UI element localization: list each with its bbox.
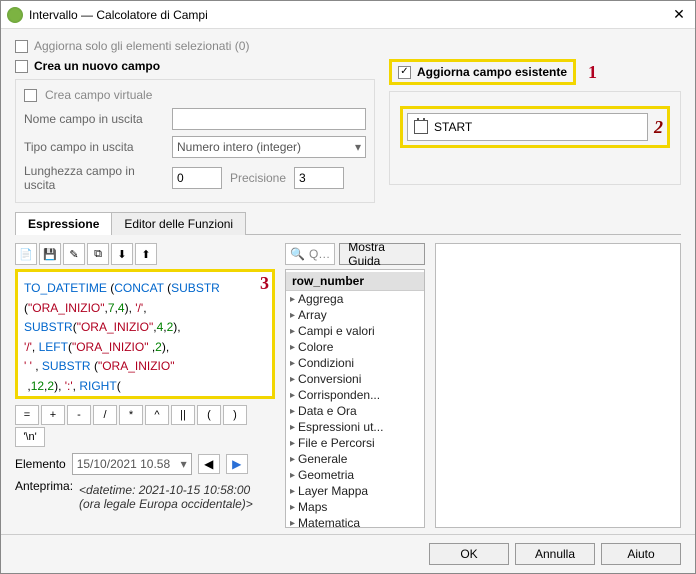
tree-item[interactable]: ▸Campi e valori — [286, 323, 424, 339]
out-len-input[interactable] — [172, 167, 222, 189]
titlebar: Intervallo — Calcolatore di Campi ✕ — [1, 1, 695, 29]
update-existing-highlight: ✓ Aggiorna campo esistente — [389, 59, 576, 85]
element-label: Elemento — [15, 457, 66, 471]
tool-export-icon[interactable]: ⬆ — [135, 243, 157, 265]
expression-textarea[interactable]: TO_DATETIME (CONCAT (SUBSTR ("ORA_INIZIO… — [15, 269, 275, 399]
out-type-combo[interactable]: Numero intero (integer) ▾ — [172, 136, 366, 158]
prev-button[interactable]: ◀ — [198, 454, 220, 474]
function-tree-panel: 🔍 Q… Mostra Guida row_number ▸Aggrega▸Ar… — [285, 243, 425, 528]
function-tree[interactable]: row_number ▸Aggrega▸Array▸Campi e valori… — [285, 269, 425, 528]
tabs: Espressione Editor delle Funzioni — [15, 211, 681, 235]
op-mul[interactable]: * — [119, 405, 143, 425]
tree-item[interactable]: ▸Condizioni — [286, 355, 424, 371]
annotation-1: 1 — [588, 62, 597, 83]
virtual-checkbox — [24, 89, 37, 102]
window-title: Intervallo — Calcolatore di Campi — [29, 8, 669, 22]
expression-toolbar: 📄 💾 ✎ ⧉ ⬇ ⬆ — [15, 243, 275, 265]
calendar-icon — [414, 120, 428, 134]
cancel-button[interactable]: Annulla — [515, 543, 595, 565]
create-new-label: Crea un nuovo campo — [34, 59, 160, 73]
virtual-label: Crea campo virtuale — [45, 88, 152, 102]
tool-copy-icon[interactable]: ⧉ — [87, 243, 109, 265]
op-eq[interactable]: = — [15, 405, 39, 425]
op-concat[interactable]: || — [171, 405, 195, 425]
tree-item[interactable]: ▸Conversioni — [286, 371, 424, 387]
start-field-label: START — [434, 120, 472, 134]
content: Aggiorna solo gli elementi selezionati (… — [1, 29, 695, 534]
tool-save-icon[interactable]: 💾 — [39, 243, 61, 265]
op-pow[interactable]: ^ — [145, 405, 169, 425]
out-type-value: Numero intero (integer) — [177, 140, 301, 154]
update-selected-label: Aggiorna solo gli elementi selezionati (… — [34, 39, 249, 53]
element-combo[interactable]: 15/10/2021 10.58 ▾ — [72, 453, 192, 475]
footer: OK Annulla Aiuto — [1, 534, 695, 573]
expression-panel: 📄 💾 ✎ ⧉ ⬇ ⬆ TO_DATETIME (CONCAT (SUBSTR … — [15, 243, 275, 528]
tree-item[interactable]: ▸Aggrega — [286, 291, 424, 307]
start-field-combo[interactable]: START — [407, 113, 648, 141]
tree-item[interactable]: ▸Array — [286, 307, 424, 323]
annotation-3: 3 — [260, 273, 269, 294]
op-lparen[interactable]: ( — [197, 405, 221, 425]
preview-label: Anteprima: — [15, 479, 73, 493]
tab-function-editor[interactable]: Editor delle Funzioni — [111, 212, 246, 235]
tree-item[interactable]: ▸Colore — [286, 339, 424, 355]
out-len-label: Lunghezza campo in uscita — [24, 164, 164, 192]
out-type-label: Tipo campo in uscita — [24, 140, 164, 154]
preview-text: <datetime: 2021-10-15 10:58:00 (ora lega… — [79, 483, 253, 511]
tree-item[interactable]: ▸Geometria — [286, 467, 424, 483]
update-existing-label: Aggiorna campo esistente — [417, 65, 567, 79]
op-plus[interactable]: + — [41, 405, 65, 425]
top-section: Crea un nuovo campo Crea campo virtuale … — [15, 59, 681, 203]
element-value: 15/10/2021 10.58 — [77, 457, 170, 471]
show-help-button[interactable]: Mostra Guida — [339, 243, 425, 265]
op-minus[interactable]: - — [67, 405, 91, 425]
search-input[interactable]: 🔍 Q… — [285, 243, 335, 265]
create-new-checkbox[interactable] — [15, 60, 28, 73]
chevron-down-icon: ▾ — [181, 457, 187, 471]
help-panel — [435, 243, 681, 528]
update-existing-checkbox[interactable]: ✓ — [398, 66, 411, 79]
update-selected-checkbox — [15, 40, 28, 53]
op-newline[interactable]: '\n' — [15, 427, 45, 447]
editor-area: 📄 💾 ✎ ⧉ ⬇ ⬆ TO_DATETIME (CONCAT (SUBSTR … — [15, 243, 681, 528]
annotation-2: 2 — [654, 117, 663, 138]
help-button[interactable]: Aiuto — [601, 543, 681, 565]
tree-item[interactable]: ▸Matematica — [286, 515, 424, 528]
update-selected-row: Aggiorna solo gli elementi selezionati (… — [15, 39, 681, 53]
next-button[interactable]: ▶ — [226, 454, 248, 474]
chevron-down-icon: ▾ — [355, 140, 361, 154]
precision-label: Precisione — [230, 171, 286, 185]
tree-item[interactable]: ▸Layer Mappa — [286, 483, 424, 499]
op-div[interactable]: / — [93, 405, 117, 425]
ok-button[interactable]: OK — [429, 543, 509, 565]
dialog-window: Intervallo — Calcolatore di Campi ✕ Aggi… — [0, 0, 696, 574]
app-icon — [7, 7, 23, 23]
operator-row: = + - / * ^ || ( ) '\n' — [15, 405, 275, 447]
out-name-input[interactable] — [172, 108, 366, 130]
tab-expression[interactable]: Espressione — [15, 212, 112, 235]
out-name-label: Nome campo in uscita — [24, 112, 164, 126]
precision-input[interactable] — [294, 167, 344, 189]
op-rparen[interactable]: ) — [223, 405, 247, 425]
tree-item[interactable]: ▸Espressioni ut... — [286, 419, 424, 435]
search-icon: 🔍 — [290, 247, 305, 261]
tool-new-icon[interactable]: 📄 — [15, 243, 37, 265]
tree-item[interactable]: ▸Data e Ora — [286, 403, 424, 419]
tree-item[interactable]: ▸Maps — [286, 499, 424, 515]
tree-item[interactable]: ▸Generale — [286, 451, 424, 467]
tool-edit-icon[interactable]: ✎ — [63, 243, 85, 265]
tool-import-icon[interactable]: ⬇ — [111, 243, 133, 265]
create-new-row[interactable]: Crea un nuovo campo — [15, 59, 375, 73]
start-field-highlight: START 2 — [400, 106, 670, 148]
tree-header: row_number — [286, 272, 424, 291]
tree-item[interactable]: ▸Corrisponden... — [286, 387, 424, 403]
tree-item[interactable]: ▸File e Percorsi — [286, 435, 424, 451]
close-icon[interactable]: ✕ — [669, 6, 689, 23]
